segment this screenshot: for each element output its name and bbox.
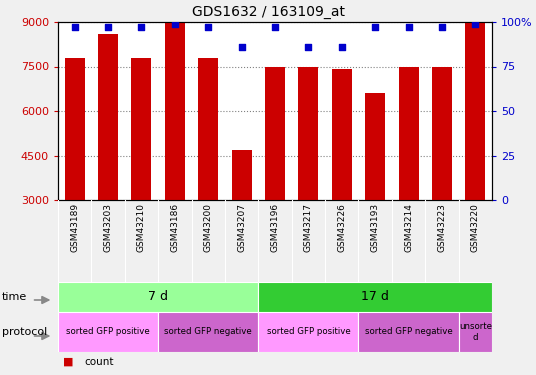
Bar	[58, 282, 258, 312]
Bar	[165, 22, 185, 200]
Bar	[365, 93, 385, 200]
Text: unsorte
d: unsorte d	[459, 322, 492, 342]
Point	[437, 24, 446, 30]
Text: time: time	[2, 292, 27, 302]
Point	[204, 24, 212, 30]
Bar	[332, 69, 352, 200]
Bar	[432, 66, 452, 200]
Text: sorted GFP positive: sorted GFP positive	[266, 327, 350, 336]
Bar	[258, 312, 359, 352]
Text: GSM43186: GSM43186	[170, 203, 180, 252]
Text: GSM43226: GSM43226	[337, 203, 346, 252]
Point	[70, 24, 79, 30]
Point	[371, 24, 379, 30]
Text: GSM43203: GSM43203	[103, 203, 113, 252]
Text: GSM43189: GSM43189	[70, 203, 79, 252]
Bar	[465, 22, 485, 200]
Point	[404, 24, 413, 30]
Bar	[158, 312, 258, 352]
Text: GSM43207: GSM43207	[237, 203, 246, 252]
Point	[304, 44, 312, 50]
Text: protocol: protocol	[2, 327, 47, 337]
Text: GSM43214: GSM43214	[404, 203, 413, 252]
Text: GSM43220: GSM43220	[471, 203, 480, 252]
Bar	[299, 66, 318, 200]
Text: GSM43210: GSM43210	[137, 203, 146, 252]
Point	[271, 24, 279, 30]
Bar	[359, 312, 459, 352]
Text: sorted GFP negative: sorted GFP negative	[165, 327, 252, 336]
Point	[170, 21, 179, 27]
Text: GSM43200: GSM43200	[204, 203, 213, 252]
Text: 7 d: 7 d	[148, 291, 168, 303]
Bar	[399, 66, 419, 200]
Bar	[258, 282, 492, 312]
Point	[104, 24, 113, 30]
Bar	[98, 34, 118, 200]
Text: GSM43223: GSM43223	[437, 203, 446, 252]
Bar	[131, 58, 152, 200]
Point	[338, 44, 346, 50]
Bar	[198, 58, 218, 200]
Text: 17 d: 17 d	[361, 291, 389, 303]
Bar	[459, 312, 492, 352]
Point	[471, 21, 480, 27]
Text: sorted GFP negative: sorted GFP negative	[364, 327, 452, 336]
Text: GDS1632 / 163109_at: GDS1632 / 163109_at	[191, 5, 345, 19]
Point	[137, 24, 146, 30]
Text: GSM43193: GSM43193	[371, 203, 379, 252]
Text: ■: ■	[63, 357, 74, 367]
Text: GSM43196: GSM43196	[271, 203, 279, 252]
Bar	[232, 150, 251, 200]
Bar	[265, 66, 285, 200]
Point	[237, 44, 246, 50]
Text: sorted GFP positive: sorted GFP positive	[66, 327, 150, 336]
Text: count: count	[85, 357, 114, 367]
Bar	[58, 312, 158, 352]
Bar	[65, 58, 85, 200]
Text: GSM43217: GSM43217	[304, 203, 313, 252]
